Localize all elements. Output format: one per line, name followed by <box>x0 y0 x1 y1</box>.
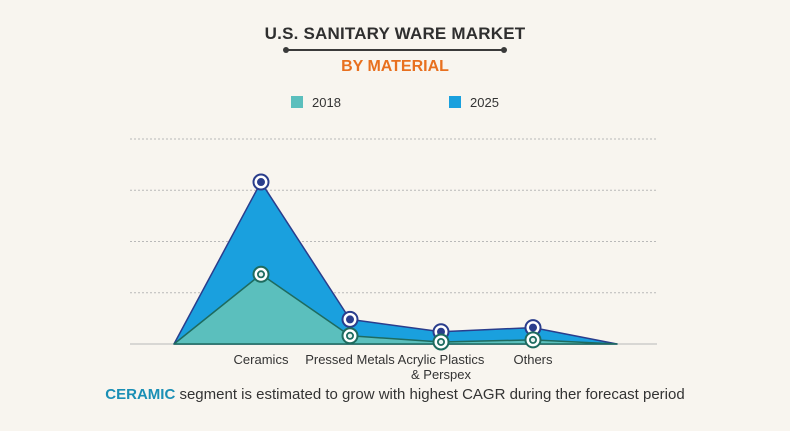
x-tick-label: Ceramics <box>234 352 289 367</box>
footer-text: segment is estimated to grow with highes… <box>175 386 685 403</box>
marker-dot-2025-3 <box>529 323 537 332</box>
marker-dot-2025-1 <box>346 315 354 324</box>
chart-title: U.S. SANITARY WARE MARKET <box>264 24 526 43</box>
marker-dot-2025-0 <box>257 178 265 187</box>
legend-label-2018: 2018 <box>312 94 341 110</box>
x-tick-label: Acrylic Plastics <box>398 352 485 367</box>
title-underline <box>283 47 507 53</box>
marker-core-2018-2 <box>438 339 444 345</box>
x-tick-label: & Perspex <box>411 367 471 382</box>
x-tick-label: Others <box>513 352 553 367</box>
marker-core-2018-1 <box>347 333 353 338</box>
underline-dot-right <box>501 47 507 53</box>
legend-item-2025: 2025 <box>449 94 499 110</box>
legend-label-2025: 2025 <box>470 94 499 110</box>
underline-dot-left <box>283 47 289 53</box>
legend-swatch-2025 <box>449 96 461 108</box>
legend-item-2018: 2018 <box>291 94 341 110</box>
marker-core-2018-0 <box>258 272 264 277</box>
footer-highlight: CERAMIC <box>105 386 176 403</box>
x-tick-label: Pressed Metals <box>305 352 395 367</box>
legend-swatch-2018 <box>291 96 303 108</box>
footer-note: CERAMIC segment is estimated to grow wit… <box>0 386 790 403</box>
chart-subtitle: BY MATERIAL <box>341 58 449 75</box>
marker-core-2018-3 <box>530 337 536 343</box>
